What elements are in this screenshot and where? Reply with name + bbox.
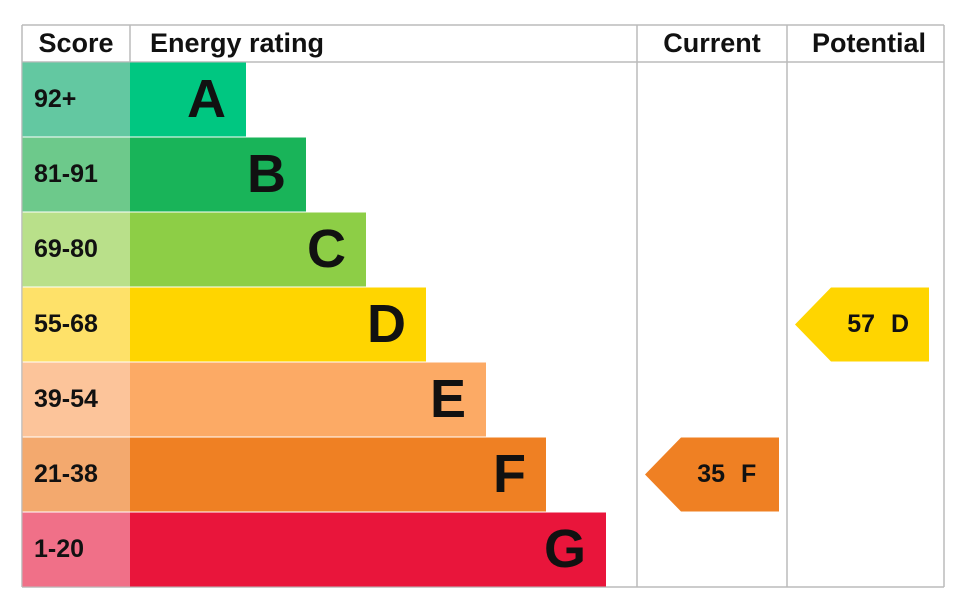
score-label: 55-68 bbox=[34, 310, 98, 338]
score-label: 21-38 bbox=[34, 460, 98, 488]
score-label: 81-91 bbox=[34, 160, 98, 188]
rating-letter: F bbox=[493, 444, 526, 504]
score-label: 1-20 bbox=[34, 535, 84, 563]
rating-bar bbox=[130, 62, 246, 137]
current-value: 35 bbox=[697, 460, 725, 488]
rating-letter: E bbox=[430, 369, 466, 429]
current-letter: F bbox=[741, 460, 756, 488]
score-cell bbox=[22, 62, 130, 137]
score-cell bbox=[22, 212, 130, 287]
rating-bar bbox=[130, 362, 486, 437]
header: Energy rating bbox=[150, 28, 324, 58]
header: Score bbox=[38, 28, 113, 58]
header: Current bbox=[663, 28, 761, 58]
score-cell bbox=[22, 512, 130, 587]
header: Potential bbox=[812, 28, 926, 58]
rating-letter: C bbox=[307, 219, 346, 279]
score-label: 69-80 bbox=[34, 235, 98, 263]
current-arrow bbox=[645, 437, 779, 512]
score-cell bbox=[22, 437, 130, 512]
rating-bar bbox=[130, 212, 366, 287]
score-cell bbox=[22, 137, 130, 212]
rating-bar bbox=[130, 437, 546, 512]
potential-letter: D bbox=[891, 310, 909, 338]
rating-bar bbox=[130, 137, 306, 212]
rating-bar bbox=[130, 287, 426, 362]
score-label: 39-54 bbox=[34, 385, 98, 413]
rating-bar bbox=[130, 512, 606, 587]
rating-letter: G bbox=[544, 519, 586, 579]
rating-letter: D bbox=[367, 294, 406, 354]
rating-letter: A bbox=[187, 69, 226, 129]
score-cell bbox=[22, 362, 130, 437]
potential-value: 57 bbox=[847, 310, 875, 338]
grid bbox=[21, 24, 945, 588]
potential-arrow bbox=[795, 287, 929, 362]
score-cell bbox=[22, 287, 130, 362]
score-label: 92+ bbox=[34, 85, 76, 113]
rating-letter: B bbox=[247, 144, 286, 204]
